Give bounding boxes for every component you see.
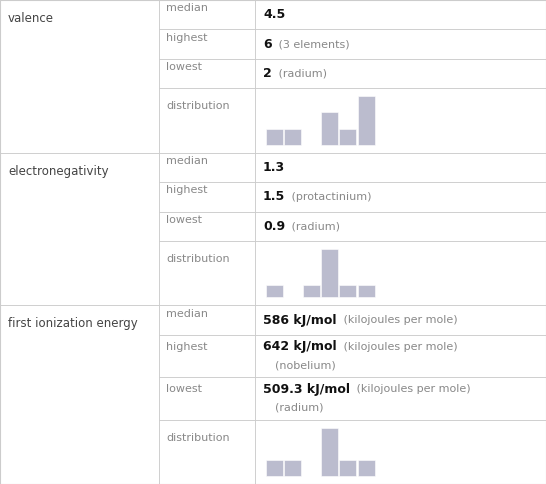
Text: distribution: distribution [166, 433, 230, 443]
Bar [266, 460, 283, 476]
Bar [159, 335, 255, 377]
Bar [321, 112, 338, 145]
Bar [255, 305, 546, 335]
Text: valence: valence [8, 12, 54, 25]
Text: 1.5: 1.5 [263, 190, 285, 203]
Bar [266, 286, 283, 298]
Bar [266, 129, 283, 145]
Text: 2: 2 [263, 67, 272, 80]
Bar [340, 286, 357, 298]
Bar [0, 0, 159, 153]
Bar [340, 460, 357, 476]
Bar [255, 89, 546, 153]
Bar [159, 59, 255, 89]
Text: 0.9: 0.9 [263, 220, 285, 233]
Text: (radium): (radium) [275, 69, 327, 78]
Text: (nobelium): (nobelium) [275, 361, 336, 370]
Bar [284, 129, 301, 145]
Text: median: median [166, 156, 208, 166]
Text: (kilojoules per mole): (kilojoules per mole) [340, 315, 457, 325]
Bar [0, 153, 159, 305]
Text: 586 kJ/mol: 586 kJ/mol [263, 314, 336, 327]
Bar [255, 335, 546, 377]
Bar [321, 249, 338, 298]
Bar [159, 420, 255, 484]
Bar [159, 0, 255, 30]
Bar [340, 129, 357, 145]
Text: median: median [166, 309, 208, 319]
Text: lowest: lowest [166, 62, 202, 72]
Bar [159, 30, 255, 59]
Text: (3 elements): (3 elements) [275, 39, 349, 49]
Bar [159, 241, 255, 305]
Text: highest: highest [166, 33, 207, 43]
Text: highest: highest [166, 185, 207, 196]
Text: first ionization energy: first ionization energy [8, 318, 138, 331]
Bar [255, 241, 546, 305]
Bar [255, 30, 546, 59]
Text: 642 kJ/mol: 642 kJ/mol [263, 340, 337, 353]
Bar [0, 305, 159, 484]
Bar [284, 460, 301, 476]
Text: lowest: lowest [166, 384, 202, 394]
Text: (kilojoules per mole): (kilojoules per mole) [340, 342, 457, 352]
Bar [159, 153, 255, 182]
Bar [302, 286, 319, 298]
Text: median: median [166, 3, 208, 13]
Bar [321, 427, 338, 476]
Bar [358, 96, 375, 145]
Text: highest: highest [166, 342, 207, 352]
Bar [255, 182, 546, 212]
Bar [255, 59, 546, 89]
Text: (kilojoules per mole): (kilojoules per mole) [353, 384, 471, 394]
Bar [159, 305, 255, 335]
Bar [358, 286, 375, 298]
Bar [255, 212, 546, 241]
Bar [159, 377, 255, 420]
Text: 6: 6 [263, 38, 271, 51]
Text: (radium): (radium) [275, 403, 323, 413]
Text: lowest: lowest [166, 215, 202, 225]
Bar [159, 182, 255, 212]
Text: electronegativity: electronegativity [8, 165, 109, 178]
Text: 509.3 kJ/mol: 509.3 kJ/mol [263, 383, 350, 395]
Text: (radium): (radium) [288, 221, 340, 231]
Text: 1.3: 1.3 [263, 161, 285, 174]
Bar [159, 212, 255, 241]
Text: (protactinium): (protactinium) [288, 192, 372, 202]
Text: 4.5: 4.5 [263, 8, 285, 21]
Bar [358, 460, 375, 476]
Bar [255, 420, 546, 484]
Bar [255, 153, 546, 182]
Text: distribution: distribution [166, 254, 230, 264]
Bar [255, 0, 546, 30]
Text: distribution: distribution [166, 101, 230, 111]
Bar [255, 377, 546, 420]
Bar [159, 89, 255, 153]
